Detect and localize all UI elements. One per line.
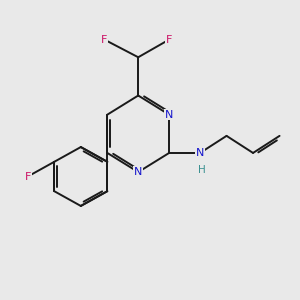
Text: F: F bbox=[25, 172, 31, 182]
Text: F: F bbox=[166, 34, 172, 45]
Text: N: N bbox=[134, 167, 142, 177]
Text: F: F bbox=[101, 34, 107, 45]
Text: N: N bbox=[196, 148, 204, 158]
Text: H: H bbox=[198, 165, 206, 175]
Text: N: N bbox=[165, 110, 173, 120]
